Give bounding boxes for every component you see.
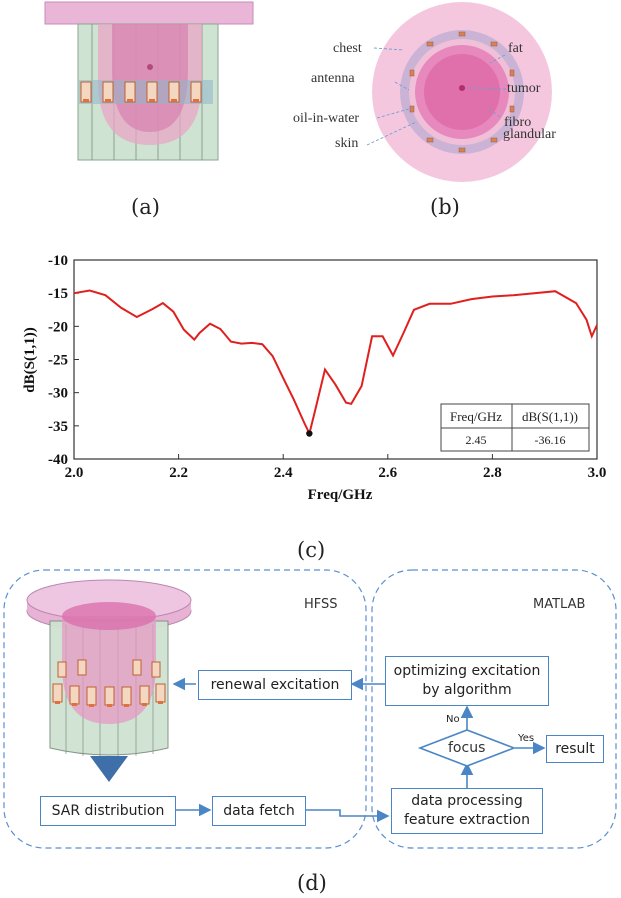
label-fat: fat bbox=[508, 41, 523, 56]
table-cell-db: -36.16 bbox=[535, 433, 566, 447]
renewal-excitation-label: renewal excitation bbox=[210, 676, 340, 693]
table-cell-freq: 2.45 bbox=[466, 433, 487, 447]
table-header-db: dB(S(1,1)) bbox=[522, 409, 578, 424]
down-triangle-icon bbox=[90, 756, 128, 782]
label-tumor: tumor bbox=[507, 81, 541, 96]
antenna-array-model bbox=[26, 579, 192, 757]
processing-line2: feature extraction bbox=[404, 812, 530, 828]
matlab-region bbox=[371, 569, 617, 849]
label-skin: skin bbox=[335, 136, 359, 151]
x-tick-label: 2.6 bbox=[378, 465, 397, 481]
label-oil-in-water: oil-in-water bbox=[293, 111, 360, 126]
caption-a: (a) bbox=[131, 195, 160, 219]
optimizing-line2: by algorithm bbox=[422, 682, 512, 698]
label-glandular: glandular bbox=[503, 127, 556, 142]
y-tick-label: -25 bbox=[48, 353, 68, 369]
renewal-excitation-box: renewal excitation bbox=[198, 670, 352, 700]
no-label: No bbox=[446, 714, 460, 725]
panel-a-figure bbox=[44, 1, 254, 161]
y-tick-label: -30 bbox=[48, 386, 68, 402]
y-tick-label: -35 bbox=[48, 419, 68, 435]
label-fibro: fibro bbox=[504, 115, 532, 130]
x-tick-label: 2.2 bbox=[169, 465, 188, 481]
caption-d: (d) bbox=[297, 871, 327, 895]
x-tick-label: 2.0 bbox=[65, 465, 84, 481]
processing-line1: data processing bbox=[411, 793, 523, 809]
inset-table: Freq/GHz dB(S(1,1)) 2.45 -36.16 bbox=[440, 403, 590, 452]
x-tick-label: 2.4 bbox=[274, 465, 293, 481]
y-tick-label: -20 bbox=[48, 319, 68, 335]
caption-c: (c) bbox=[297, 538, 326, 562]
y-tick-label: -15 bbox=[48, 286, 68, 302]
hfss-region bbox=[3, 569, 367, 849]
y-tick-label: -10 bbox=[48, 253, 68, 269]
data-processing-box: data processing feature extraction bbox=[391, 788, 543, 834]
y-axis-label: dB(S(1,1)) bbox=[22, 327, 38, 392]
x-tick-label: 2.8 bbox=[483, 465, 502, 481]
hfss-title: HFSS bbox=[304, 597, 338, 612]
matlab-title: MATLAB bbox=[533, 597, 586, 612]
x-tick-label: 3.0 bbox=[588, 465, 607, 481]
table-header-freq: Freq/GHz bbox=[450, 409, 502, 424]
data-fetch-label: data fetch bbox=[223, 802, 295, 819]
result-box: result bbox=[546, 735, 604, 763]
sar-distribution-label: SAR distribution bbox=[51, 802, 165, 819]
s11-chart: -10-15-20-25-30-35-402.0 2.2 2.4 2.6 2.8 3.0 … bbox=[22, 253, 607, 503]
sar-distribution-box: SAR distribution bbox=[40, 796, 176, 826]
min-marker bbox=[306, 430, 313, 437]
series-line bbox=[73, 289, 598, 437]
label-antenna: antenna bbox=[311, 71, 355, 86]
optimizing-line1: optimizing excitation bbox=[393, 663, 541, 679]
panel-b-figure bbox=[366, 2, 552, 182]
optimizing-excitation-box: optimizing excitation by algorithm bbox=[385, 656, 549, 706]
x-axis-label: Freq/GHz bbox=[308, 487, 373, 503]
focus-decision-diamond bbox=[417, 729, 517, 767]
caption-b: (b) bbox=[430, 195, 460, 219]
result-label: result bbox=[555, 740, 595, 757]
flow-diagram bbox=[3, 569, 617, 849]
y-tick-label: -40 bbox=[48, 452, 68, 468]
focus-label: focus bbox=[448, 740, 486, 756]
label-chest: chest bbox=[333, 41, 362, 56]
data-fetch-box: data fetch bbox=[212, 796, 306, 826]
yes-label: Yes bbox=[518, 733, 535, 744]
